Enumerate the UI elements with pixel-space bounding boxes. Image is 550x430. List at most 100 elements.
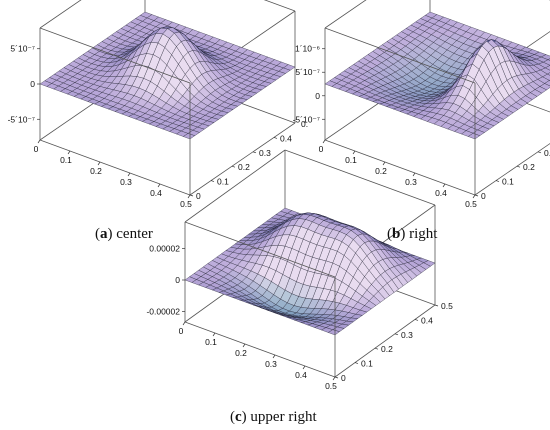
x-tick-mark xyxy=(272,354,276,359)
x-tick-mark xyxy=(242,343,246,348)
x-tick-label: 0 xyxy=(319,144,324,154)
x-tick-label: 0.1 xyxy=(205,337,217,347)
x-tick-label: 0.3 xyxy=(120,177,132,187)
box-edge-left-top xyxy=(39,0,82,29)
z-tick-label: 0 xyxy=(175,275,180,285)
box-edge-left-top xyxy=(184,149,286,223)
y-tick-label: 0.2 xyxy=(523,162,535,172)
x-tick-label: 0.2 xyxy=(90,166,102,176)
y-tick-mark xyxy=(516,165,521,168)
surface-patch xyxy=(546,72,550,76)
x-tick-mark xyxy=(472,194,476,199)
z-tick-label: -5´10⁻⁷ xyxy=(293,114,320,124)
caption-b-letter: b xyxy=(392,226,401,242)
caption-a-text: center xyxy=(116,226,153,242)
x-tick-mark xyxy=(332,376,336,381)
y-tick-label: 0.1 xyxy=(502,177,514,187)
x-tick-mark xyxy=(157,183,161,188)
x-tick-label: 0.4 xyxy=(295,370,307,380)
surface-patch xyxy=(324,80,337,87)
box-edge-front-top xyxy=(39,27,191,84)
x-tick-mark xyxy=(352,150,356,155)
y-tick-mark xyxy=(334,376,339,379)
z-tick-label: 5´10⁻⁷ xyxy=(10,44,35,54)
z-tick-label: 0 xyxy=(315,91,320,101)
y-tick-label: 0.3 xyxy=(544,148,550,158)
caption-c-letter: c xyxy=(235,409,242,425)
box-edge-front-bottom xyxy=(184,321,336,378)
caption-b: (b) right xyxy=(387,226,438,242)
caption-c: (c) upper right xyxy=(230,409,317,425)
x-tick-mark xyxy=(127,172,131,177)
box-edge-right-bottom xyxy=(474,143,550,196)
caption-a-letter: a xyxy=(100,226,108,242)
y-tick-label: 0.4 xyxy=(280,133,292,143)
y-tick-mark xyxy=(374,347,379,350)
box-edge-front-bottom xyxy=(39,139,191,196)
y-tick-mark xyxy=(434,304,439,307)
x-tick-mark xyxy=(97,161,101,166)
surface-patch xyxy=(184,276,197,283)
box-edge-right-bottom xyxy=(189,122,296,196)
x-tick-label: 0.5 xyxy=(180,199,192,209)
y-tick-label: 0 xyxy=(341,373,346,383)
y-tick-mark xyxy=(537,151,542,154)
box-edge-left-top xyxy=(324,0,367,29)
y-tick-label: 0.3 xyxy=(259,148,271,158)
y-tick-mark xyxy=(414,319,419,321)
surface-patch xyxy=(39,80,52,87)
y-tick-label: 0.3 xyxy=(401,330,413,340)
surface-plot-b: 00.10.20.30.40.500.10.20.30.40.51´10⁻⁶5´… xyxy=(293,0,550,209)
x-tick-mark xyxy=(412,172,416,177)
surface-mesh xyxy=(184,207,436,336)
y-tick-mark xyxy=(474,194,479,197)
box-edge-back-top xyxy=(284,149,436,206)
box-edge-front-bottom xyxy=(324,139,476,196)
box-edge-back-top xyxy=(263,0,296,12)
y-tick-label: 0.1 xyxy=(217,177,229,187)
x-tick-label: 0.5 xyxy=(325,381,337,391)
y-tick-label: 0.4 xyxy=(421,315,433,325)
x-tick-mark xyxy=(322,139,326,144)
x-tick-mark xyxy=(442,183,446,188)
x-tick-label: 0.4 xyxy=(435,188,447,198)
x-tick-mark xyxy=(182,321,186,326)
y-tick-mark xyxy=(231,165,236,168)
box-edge-front-top xyxy=(324,27,476,84)
y-tick-mark xyxy=(273,137,278,139)
y-tick-mark xyxy=(495,180,500,182)
y-tick-label: 0 xyxy=(196,191,201,201)
z-tick-label: 1´10⁻⁶ xyxy=(295,44,320,54)
x-tick-label: 0.1 xyxy=(345,155,357,165)
box-edge-front-top xyxy=(184,221,336,278)
x-tick-label: 0.4 xyxy=(150,188,162,198)
x-tick-mark xyxy=(212,332,216,337)
x-tick-mark xyxy=(37,139,41,144)
box-edge-right-bottom xyxy=(334,304,436,378)
z-tick-label: -5´10⁻⁷ xyxy=(8,114,35,124)
box-edge-back-top xyxy=(548,0,550,1)
x-tick-label: 0.2 xyxy=(375,166,387,176)
x-tick-label: 0 xyxy=(179,326,184,336)
caption-a: (a) center xyxy=(95,226,153,242)
caption-b-text: right xyxy=(409,226,438,242)
z-tick-label: 0 xyxy=(30,79,35,89)
y-tick-mark xyxy=(354,362,359,364)
y-tick-label: 0.2 xyxy=(381,344,393,354)
x-tick-mark xyxy=(302,365,306,370)
surface-plot-a: 0 0.1 0.2 0.3 0.4 0.5 0 0.1 0.2 0.3 0.4 0. 5´10⁻⁷ 0 -5… xyxy=(8,0,308,209)
x-tick-label: 0.3 xyxy=(265,359,277,369)
y-tick-mark xyxy=(252,151,257,154)
y-tick-mark xyxy=(210,180,215,182)
x-tick-label: 0.3 xyxy=(405,177,417,187)
x-tick-label: 0.2 xyxy=(235,348,247,358)
x-tick-mark xyxy=(67,150,71,155)
y-tick-label: 0.2 xyxy=(238,162,250,172)
y-tick-mark xyxy=(189,194,194,197)
y-tick-mark xyxy=(394,333,399,336)
x-tick-label: 0 xyxy=(34,144,39,154)
y-tick-label: 0.1 xyxy=(361,359,373,369)
z-tick-label: 5´10⁻⁷ xyxy=(295,67,320,77)
caption-c-text: upper right xyxy=(250,409,317,425)
